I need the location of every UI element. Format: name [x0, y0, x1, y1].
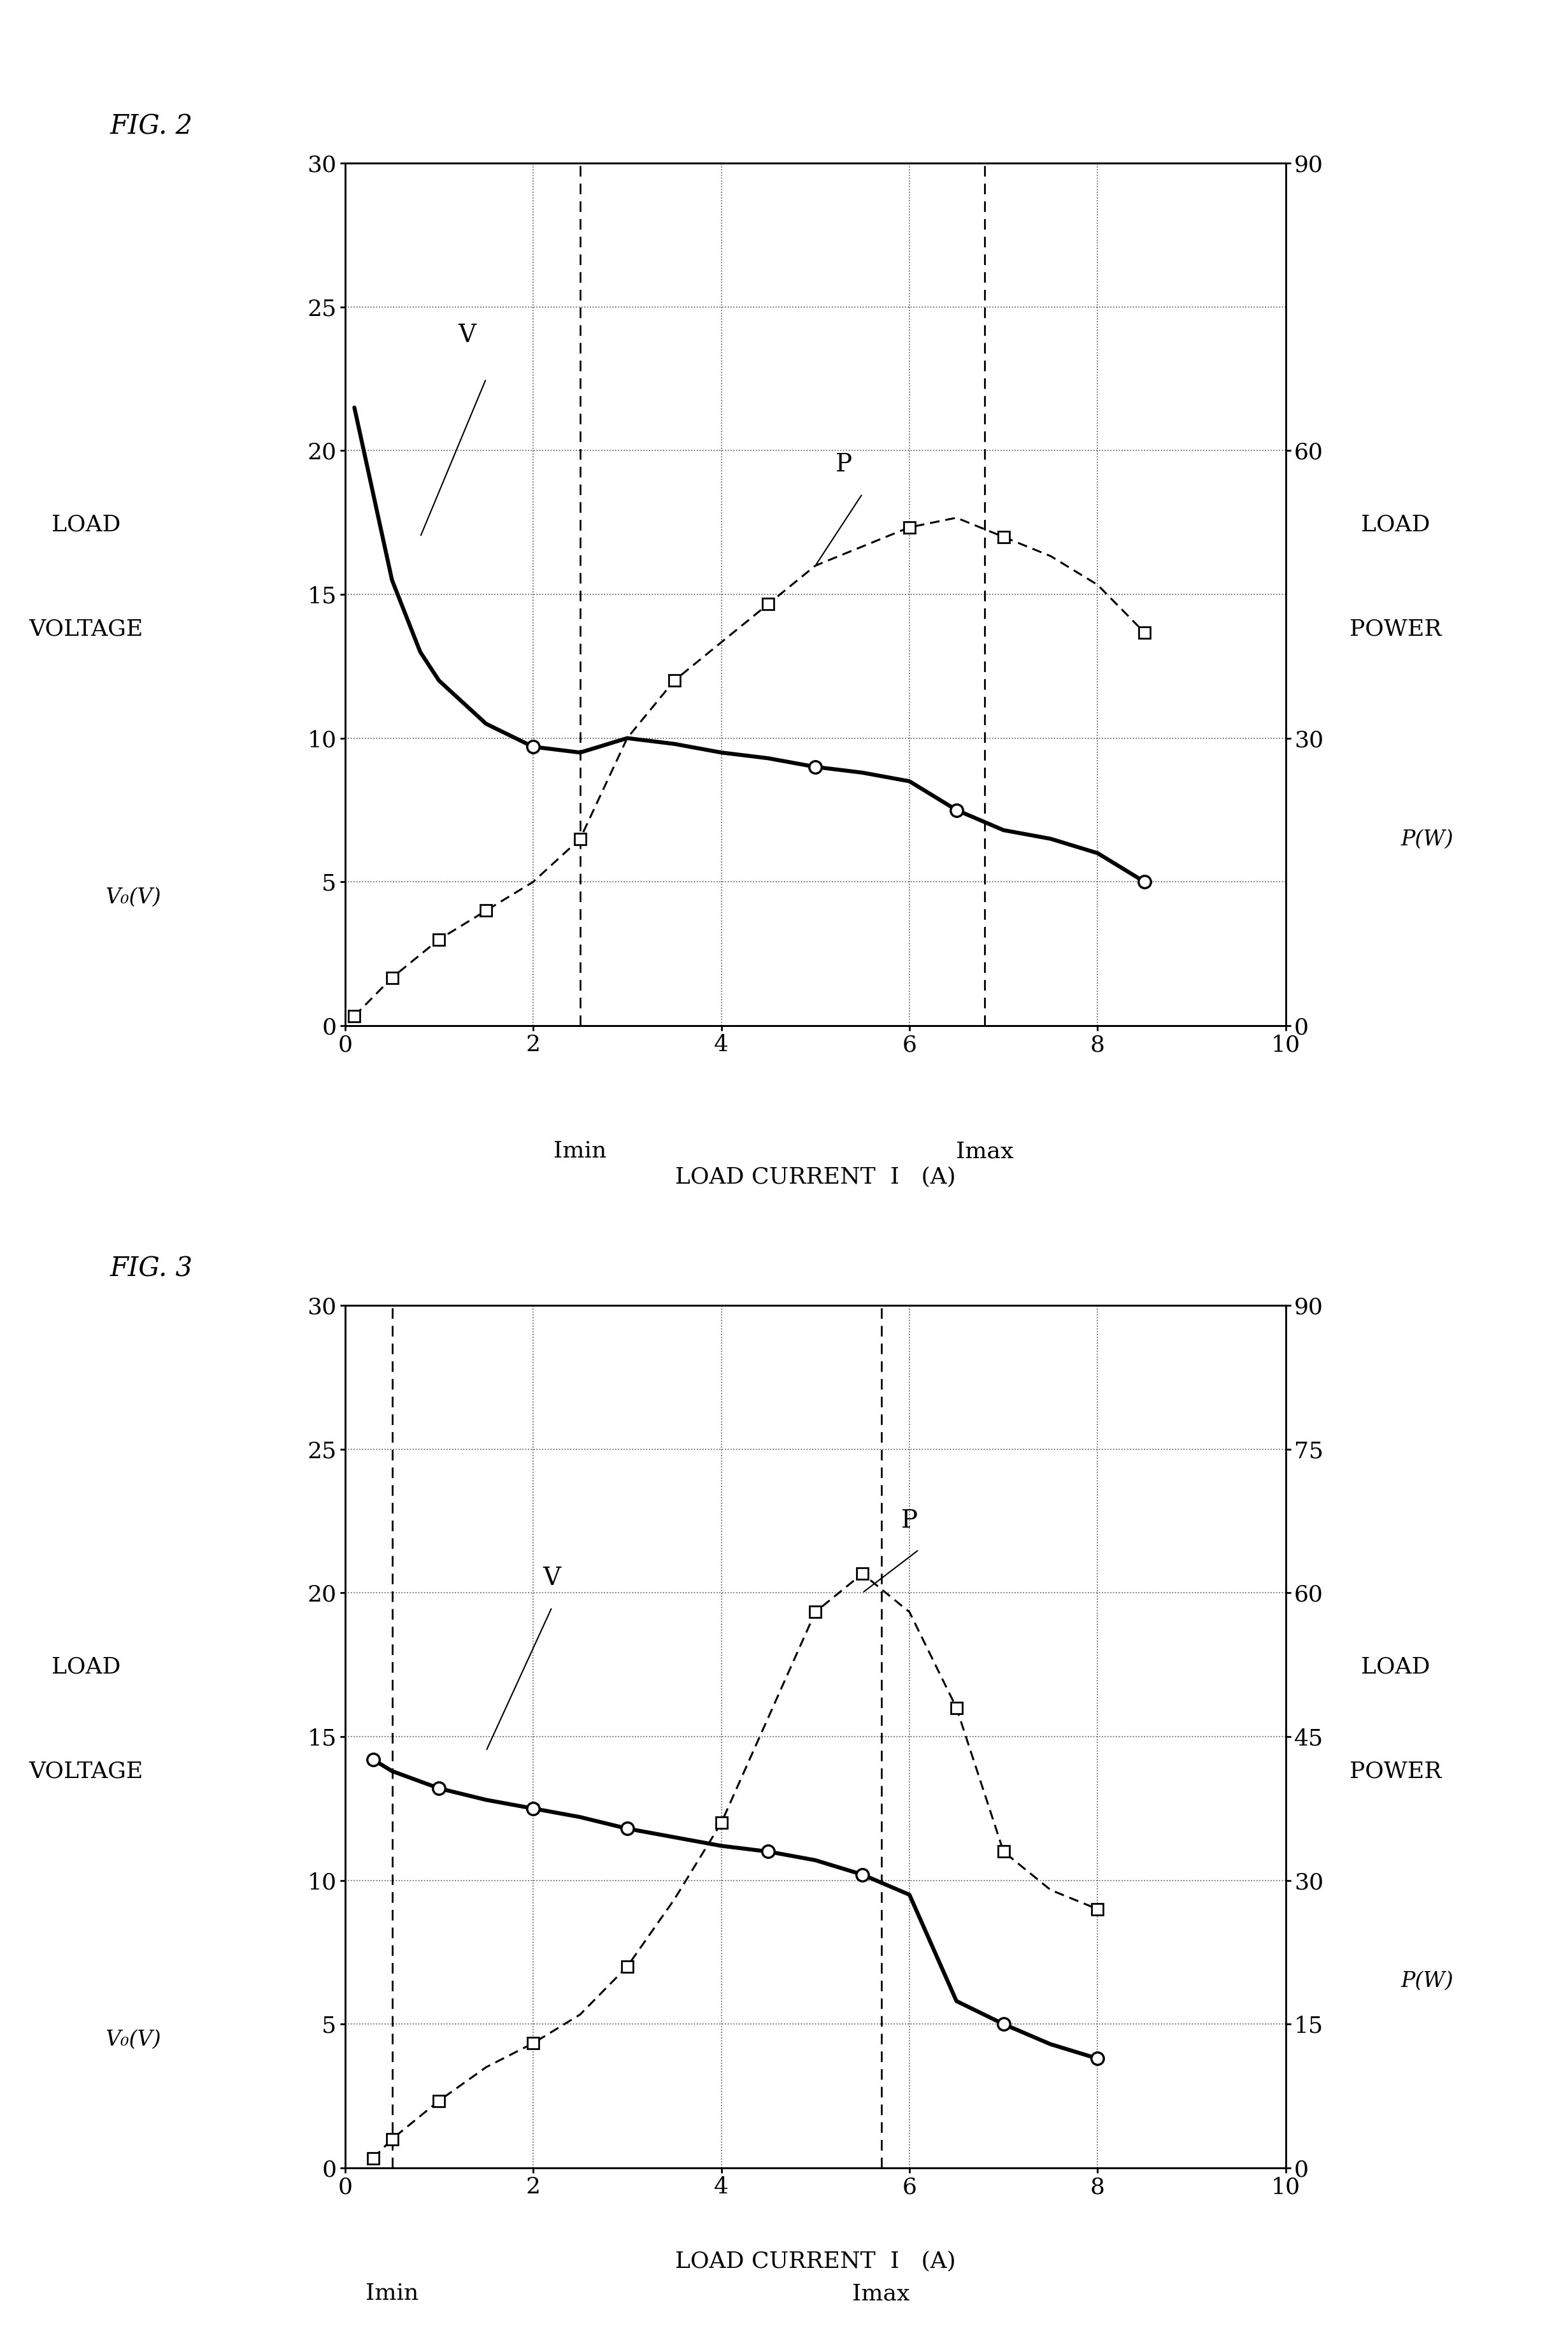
Text: P: P — [902, 1508, 917, 1534]
Text: Imax: Imax — [853, 2282, 909, 2305]
Text: LOAD: LOAD — [1361, 513, 1430, 536]
Text: POWER: POWER — [1350, 1760, 1441, 1783]
Text: LOAD: LOAD — [1361, 1655, 1430, 1678]
Text: LOAD: LOAD — [52, 1655, 121, 1678]
Text: P(W): P(W) — [1400, 830, 1454, 848]
Text: V₀(V): V₀(V) — [105, 2030, 162, 2049]
Text: V: V — [458, 324, 477, 347]
Text: POWER: POWER — [1350, 618, 1441, 641]
Text: V: V — [543, 1566, 561, 1590]
Text: P(W): P(W) — [1400, 1972, 1454, 1991]
Text: VOLTAGE: VOLTAGE — [30, 1760, 143, 1783]
Text: Imin: Imin — [554, 1140, 607, 1163]
Text: FIG. 3: FIG. 3 — [110, 1256, 193, 1282]
Text: LOAD CURRENT  I   (A): LOAD CURRENT I (A) — [674, 1166, 956, 1189]
Text: LOAD CURRENT  I   (A): LOAD CURRENT I (A) — [674, 2249, 956, 2273]
Text: V₀(V): V₀(V) — [105, 888, 162, 907]
Text: Imax: Imax — [956, 1140, 1013, 1163]
Text: FIG. 2: FIG. 2 — [110, 114, 193, 140]
Text: P: P — [836, 452, 851, 478]
Text: VOLTAGE: VOLTAGE — [30, 618, 143, 641]
Text: Imin: Imin — [365, 2282, 419, 2305]
Text: LOAD: LOAD — [52, 513, 121, 536]
